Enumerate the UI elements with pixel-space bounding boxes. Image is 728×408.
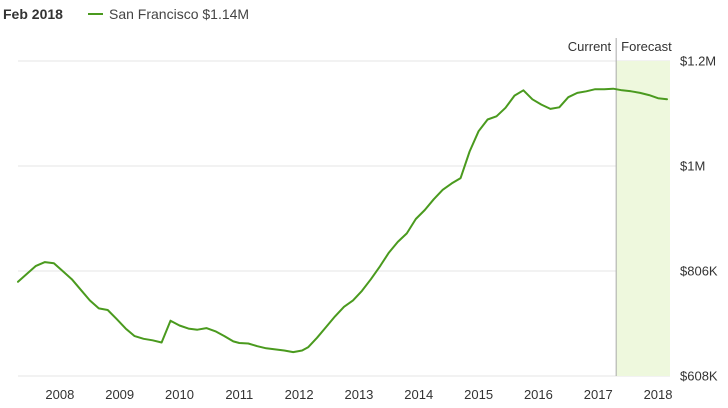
legend: San Francisco $1.14M <box>88 6 249 22</box>
x-tick-label: 2010 <box>165 387 194 402</box>
x-tick-label: 2013 <box>344 387 373 402</box>
y-tick-label: $1M <box>680 159 705 174</box>
date-label: Feb 2018 <box>3 6 63 22</box>
series-line-san-francisco <box>17 87 668 354</box>
legend-label: San Francisco $1.14M <box>109 6 250 22</box>
x-tick-label: 2018 <box>644 387 673 402</box>
grid-layer <box>18 60 670 377</box>
y-axis-ticks: $608K $806K $1M $1.2M <box>680 54 718 384</box>
x-tick-label: 2012 <box>285 387 314 402</box>
x-tick-label: 2008 <box>45 387 74 402</box>
x-tick-label: 2014 <box>404 387 433 402</box>
x-tick-label: 2017 <box>584 387 613 402</box>
x-tick-label: 2011 <box>225 387 253 402</box>
x-tick-label: 2016 <box>524 387 553 402</box>
y-tick-label: $806K <box>680 264 718 279</box>
forecast-region <box>616 61 670 376</box>
y-tick-label: $1.2M <box>680 54 716 69</box>
x-tick-label: 2015 <box>464 387 493 402</box>
forecast-label: Forecast <box>621 39 672 54</box>
x-tick-label: 2009 <box>105 387 134 402</box>
current-label: Current <box>568 39 612 54</box>
y-tick-label: $608K <box>680 369 718 384</box>
legend-swatch <box>88 13 103 15</box>
chart-header: Feb 2018 San Francisco $1.14M <box>0 0 728 30</box>
x-axis-ticks: 2008 2009 2010 2011 2012 2013 2014 2015 2016 2017… <box>45 387 672 402</box>
